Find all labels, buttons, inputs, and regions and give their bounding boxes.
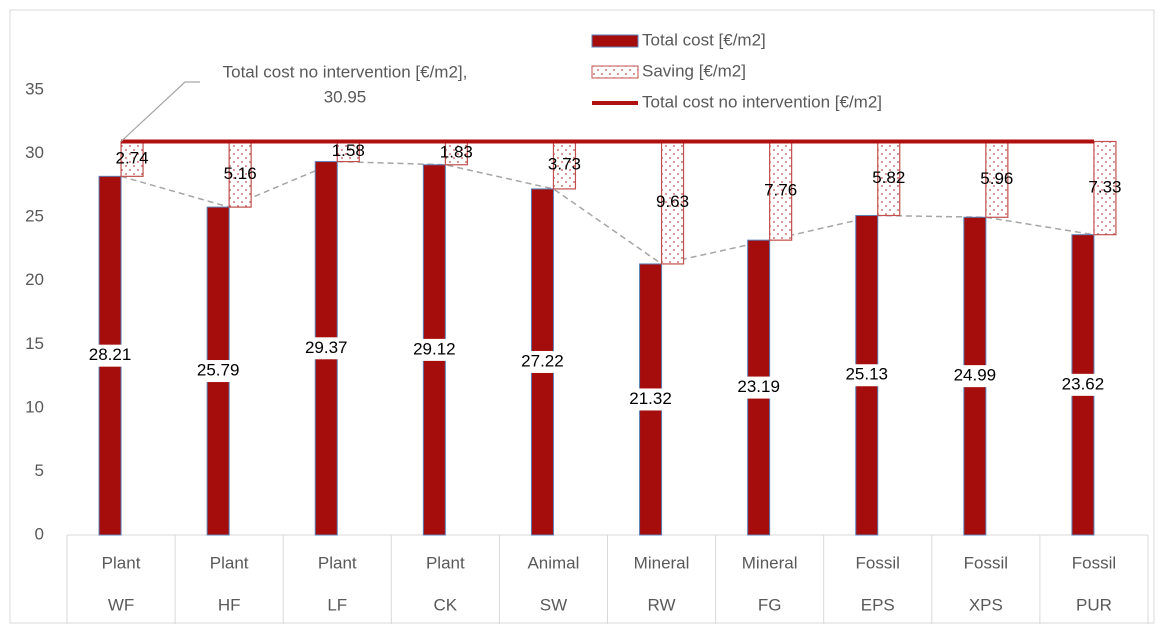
data-label: 27.22 [521,351,564,370]
y-tick-label: 15 [25,334,44,353]
x-tick-label: RW [648,595,676,614]
y-tick-label: 20 [25,270,44,289]
x-tick-label: WF [108,595,134,614]
data-label: 29.12 [413,339,456,358]
legend-label: Total cost [€/m2] [642,30,766,49]
label-bg [194,360,243,383]
data-label: 21.32 [629,389,672,408]
x-tick-label: LF [327,595,347,614]
data-label: 2.74 [116,148,149,167]
x-tick-label: SW [540,595,567,614]
data-label: 5.82 [872,168,905,187]
x-tick-label: EPS [861,595,895,614]
data-label: 7.33 [1088,178,1121,197]
label-bg [518,350,567,373]
annotation: Total cost no intervention [€/m2], [223,62,468,81]
label-bg [410,338,459,361]
annotation-value: 30.95 [324,87,367,106]
x-group-label: Plant [426,553,465,572]
label-bg [1058,373,1107,396]
x-group-label: Plant [102,553,141,572]
legend-label: Total cost no intervention [€/m2] [642,92,882,111]
data-label: 23.62 [1062,374,1105,393]
label-bg [950,365,999,388]
data-label: 9.63 [656,192,689,211]
y-tick-label: 25 [25,207,44,226]
x-group-label: Plant [210,553,249,572]
x-group-label: Fossil [964,553,1008,572]
x-group-label: Plant [318,553,357,572]
x-group-label: Mineral [742,553,798,572]
connector-line [120,160,1095,265]
y-tick-label: 0 [35,524,44,543]
data-label: 5.16 [224,164,257,183]
data-label: 7.76 [764,180,797,199]
data-label: 29.37 [305,338,348,357]
label-bg [842,364,891,387]
label-bg [86,344,135,367]
label-bg [734,376,783,399]
legend-swatch [591,65,639,79]
x-tick-label: XPS [969,595,1003,614]
x-group-label: Fossil [856,553,900,572]
y-tick-label: 10 [25,397,44,416]
y-tick-label: 5 [35,461,44,480]
data-label: 3.73 [548,155,581,174]
y-tick-label: 30 [25,143,44,162]
x-tick-label: CK [434,595,458,614]
label-bg [626,388,675,411]
x-group-label: Animal [527,553,579,572]
x-group-label: Mineral [634,553,690,572]
data-label: 5.96 [980,169,1013,188]
data-label: 23.19 [737,377,780,396]
data-label: 1.83 [440,143,473,162]
x-tick-label: PUR [1076,595,1112,614]
label-bg [302,337,351,360]
y-tick-label: 35 [25,79,44,98]
data-label: 28.21 [89,345,132,364]
data-label: 24.99 [954,366,997,385]
leader-line [120,81,200,142]
x-tick-label: FG [758,595,782,614]
x-tick-label: HF [218,595,241,614]
chart-border [9,9,1155,624]
data-label: 25.13 [845,365,888,384]
legend-label: Saving [€/m2] [642,61,746,80]
legend-swatch [591,34,639,48]
x-group-label: Fossil [1072,553,1116,572]
data-label: 25.79 [197,361,240,380]
saving-bar [1093,140,1117,236]
data-label: 1.58 [332,141,365,160]
